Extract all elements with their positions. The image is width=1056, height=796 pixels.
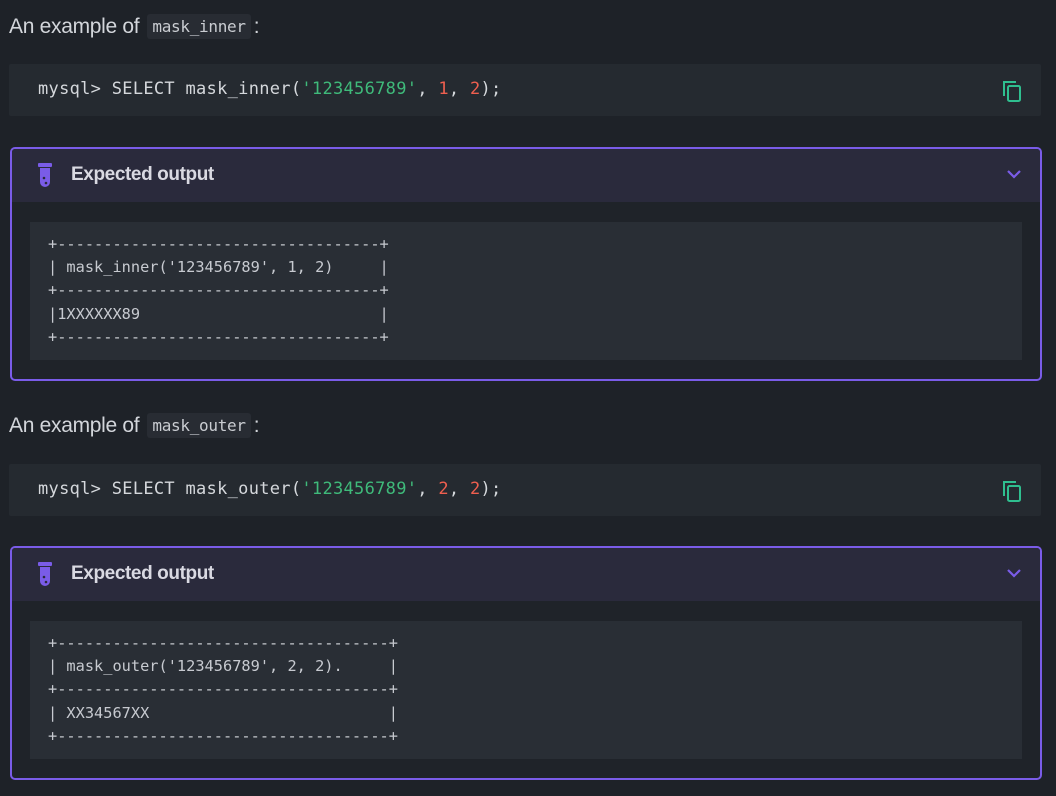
callout-title: Expected output — [71, 164, 214, 185]
code-line: mysql> SELECT mask_outer('123456789', 2,… — [38, 479, 502, 499]
code-text: mysql> SELECT mask_outer( — [38, 479, 302, 499]
test-tube-icon — [38, 163, 52, 187]
callout-title: Expected output — [71, 563, 214, 584]
copy-icon[interactable] — [1001, 79, 1023, 103]
output-block: +------------------------------------+ |… — [30, 621, 1022, 759]
code-number: 2 — [438, 479, 449, 499]
expected-output-callout: Expected output +-----------------------… — [10, 147, 1042, 381]
heading-text: An example of — [9, 413, 140, 437]
heading-colon: : — [253, 413, 260, 437]
heading-colon: : — [253, 14, 260, 38]
code-block: mysql> SELECT mask_outer('123456789', 2,… — [9, 464, 1041, 516]
inline-code: mask_inner — [147, 14, 251, 39]
copy-icon[interactable] — [1001, 479, 1023, 503]
code-text: ); — [480, 479, 502, 499]
code-text: , — [417, 79, 439, 99]
code-string: '123456789' — [301, 479, 418, 499]
code-text: , — [417, 479, 439, 499]
code-string: '123456789' — [301, 79, 418, 99]
code-block: mysql> SELECT mask_inner('123456789', 1,… — [9, 64, 1041, 116]
test-tube-icon — [38, 562, 52, 586]
callout-header[interactable]: Expected output — [12, 149, 1040, 202]
code-line: mysql> SELECT mask_inner('123456789', 1,… — [38, 79, 502, 99]
expected-output-callout: Expected output +-----------------------… — [10, 546, 1042, 780]
example-heading: An example of mask_inner : — [9, 14, 260, 39]
code-text: , — [448, 479, 470, 499]
chevron-down-icon[interactable] — [1006, 169, 1022, 179]
code-text: , — [448, 79, 470, 99]
callout-header[interactable]: Expected output — [12, 548, 1040, 601]
output-text: +------------------------------------+ |… — [48, 634, 398, 745]
code-number: 1 — [438, 79, 449, 99]
inline-code: mask_outer — [147, 413, 251, 438]
code-number: 2 — [469, 479, 481, 499]
code-number: 2 — [469, 79, 481, 99]
heading-text: An example of — [9, 14, 140, 38]
code-text: mysql> SELECT mask_inner( — [38, 79, 302, 99]
chevron-down-icon[interactable] — [1006, 568, 1022, 578]
code-text: ); — [480, 79, 502, 99]
output-text: +-----------------------------------+ | … — [48, 235, 389, 346]
output-block: +-----------------------------------+ | … — [30, 222, 1022, 360]
example-heading: An example of mask_outer : — [9, 413, 260, 438]
